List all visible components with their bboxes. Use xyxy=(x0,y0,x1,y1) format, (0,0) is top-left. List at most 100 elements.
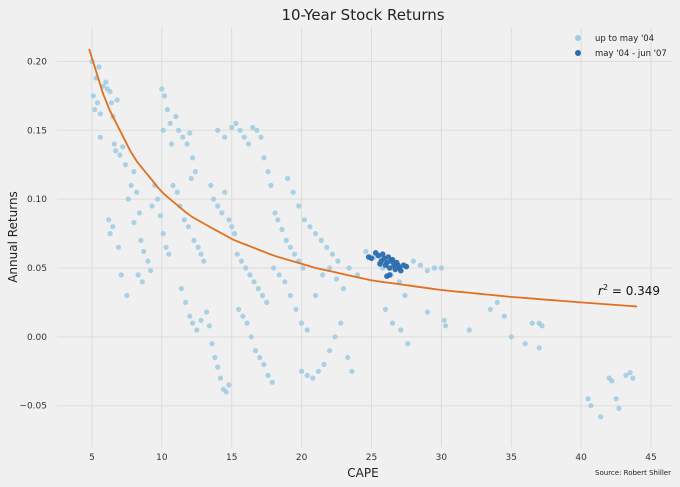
x-axis-label: CAPE xyxy=(347,466,378,480)
data-point-up-to-may-04 xyxy=(110,224,116,230)
data-point-may-04-jun-07 xyxy=(403,263,410,270)
data-point-up-to-may-04 xyxy=(292,251,298,257)
data-point-up-to-may-04 xyxy=(241,134,247,140)
data-point-up-to-may-04 xyxy=(97,111,103,117)
data-point-up-to-may-04 xyxy=(349,368,355,374)
data-point-up-to-may-04 xyxy=(264,299,270,305)
data-point-up-to-may-04 xyxy=(174,189,180,195)
data-point-up-to-may-04 xyxy=(208,182,214,188)
data-point-up-to-may-04 xyxy=(106,217,112,223)
data-point-up-to-may-04 xyxy=(304,327,310,333)
data-point-up-to-may-04 xyxy=(167,120,173,126)
data-point-up-to-may-04 xyxy=(487,306,493,312)
data-point-up-to-may-04 xyxy=(304,372,310,378)
data-point-up-to-may-04 xyxy=(389,320,396,326)
y-tick-label: 0.00 xyxy=(27,333,47,343)
data-point-up-to-may-04 xyxy=(96,64,102,70)
data-point-up-to-may-04 xyxy=(287,244,293,250)
data-point-up-to-may-04 xyxy=(212,354,218,361)
x-tick-label: 20 xyxy=(296,453,308,463)
data-point-up-to-may-04 xyxy=(329,251,335,257)
x-tick-label: 40 xyxy=(575,453,587,463)
data-point-up-to-may-04 xyxy=(159,86,165,92)
data-point-up-to-may-04 xyxy=(120,144,126,150)
data-point-up-to-may-04 xyxy=(588,403,594,409)
data-point-up-to-may-04 xyxy=(94,100,101,106)
data-point-may-04-jun-07 xyxy=(398,267,404,274)
data-point-up-to-may-04 xyxy=(265,372,271,378)
data-point-up-to-may-04 xyxy=(191,237,197,243)
y-tick-label: 0.05 xyxy=(27,264,47,274)
data-point-up-to-may-04 xyxy=(363,248,369,255)
data-point-up-to-may-04 xyxy=(97,134,103,140)
data-point-up-to-may-04 xyxy=(107,89,113,95)
data-point-up-to-may-04 xyxy=(244,320,250,326)
data-point-up-to-may-04 xyxy=(333,276,340,282)
data-point-up-to-may-04 xyxy=(131,219,137,226)
data-point-up-to-may-04 xyxy=(170,182,176,188)
data-point-up-to-may-04 xyxy=(237,127,243,133)
data-point-up-to-may-04 xyxy=(285,175,291,182)
data-point-up-to-may-04 xyxy=(210,196,217,202)
data-point-up-to-may-04 xyxy=(222,189,228,195)
data-point-up-to-may-04 xyxy=(438,265,444,271)
data-point-up-to-may-04 xyxy=(231,231,238,237)
data-point-up-to-may-04 xyxy=(222,134,228,140)
data-point-up-to-may-04 xyxy=(135,272,141,278)
data-point-up-to-may-04 xyxy=(529,320,535,326)
data-point-up-to-may-04 xyxy=(283,237,289,243)
data-point-up-to-may-04 xyxy=(204,309,210,315)
data-point-may-04-jun-07 xyxy=(377,261,383,267)
data-point-up-to-may-04 xyxy=(160,231,166,237)
grid xyxy=(57,27,672,447)
data-point-up-to-may-04 xyxy=(630,375,636,381)
data-point-up-to-may-04 xyxy=(424,268,430,274)
data-point-up-to-may-04 xyxy=(536,345,542,351)
data-point-up-to-may-04 xyxy=(250,124,256,131)
data-point-up-to-may-04 xyxy=(318,237,324,243)
data-point-may-04-jun-07 xyxy=(379,251,386,257)
y-tick-label: 0.20 xyxy=(27,57,47,67)
data-point-up-to-may-04 xyxy=(229,224,235,230)
data-point-up-to-may-04 xyxy=(173,113,179,120)
data-point-up-to-may-04 xyxy=(248,334,254,340)
data-point-up-to-may-04 xyxy=(118,272,124,278)
data-point-up-to-may-04 xyxy=(226,382,232,388)
data-point-up-to-may-04 xyxy=(382,306,389,312)
data-point-up-to-may-04 xyxy=(187,130,193,136)
data-point-up-to-may-04 xyxy=(162,93,168,99)
data-point-up-to-may-04 xyxy=(257,354,263,361)
source-note: Source: Robert Shiller xyxy=(595,469,671,477)
r-squared-sup: 2 xyxy=(603,283,608,292)
x-tick-label: 25 xyxy=(366,453,377,463)
legend: up to may '04 may '04 - jun '07 xyxy=(575,34,667,59)
data-point-up-to-may-04 xyxy=(290,189,296,195)
legend-marker-series-1 xyxy=(575,35,581,41)
data-point-up-to-may-04 xyxy=(236,306,242,312)
data-point-up-to-may-04 xyxy=(327,348,333,354)
data-point-up-to-may-04 xyxy=(92,107,98,113)
data-point-up-to-may-04 xyxy=(111,141,117,147)
data-point-up-to-may-04 xyxy=(598,414,604,420)
data-point-up-to-may-04 xyxy=(627,370,633,376)
x-tick-label: 5 xyxy=(89,453,95,463)
data-point-up-to-may-04 xyxy=(164,107,170,113)
data-point-up-to-may-04 xyxy=(188,175,194,182)
data-point-up-to-may-04 xyxy=(169,141,175,147)
data-point-may-04-jun-07 xyxy=(386,272,393,278)
data-point-up-to-may-04 xyxy=(340,286,347,292)
data-point-up-to-may-04 xyxy=(251,279,257,285)
data-point-up-to-may-04 xyxy=(124,292,130,299)
data-point-up-to-may-04 xyxy=(268,182,274,188)
data-point-up-to-may-04 xyxy=(307,224,313,230)
data-point-up-to-may-04 xyxy=(185,224,191,230)
data-point-up-to-may-04 xyxy=(335,258,341,264)
legend-marker-series-2 xyxy=(575,50,581,56)
x-tick-label: 10 xyxy=(156,453,168,463)
data-point-up-to-may-04 xyxy=(261,155,267,161)
x-axis-ticks: 5 10 15 20 25 30 35 40 45 xyxy=(89,453,657,463)
data-point-up-to-may-04 xyxy=(145,258,151,264)
data-point-up-to-may-04 xyxy=(282,279,288,285)
data-point-up-to-may-04 xyxy=(215,127,221,133)
